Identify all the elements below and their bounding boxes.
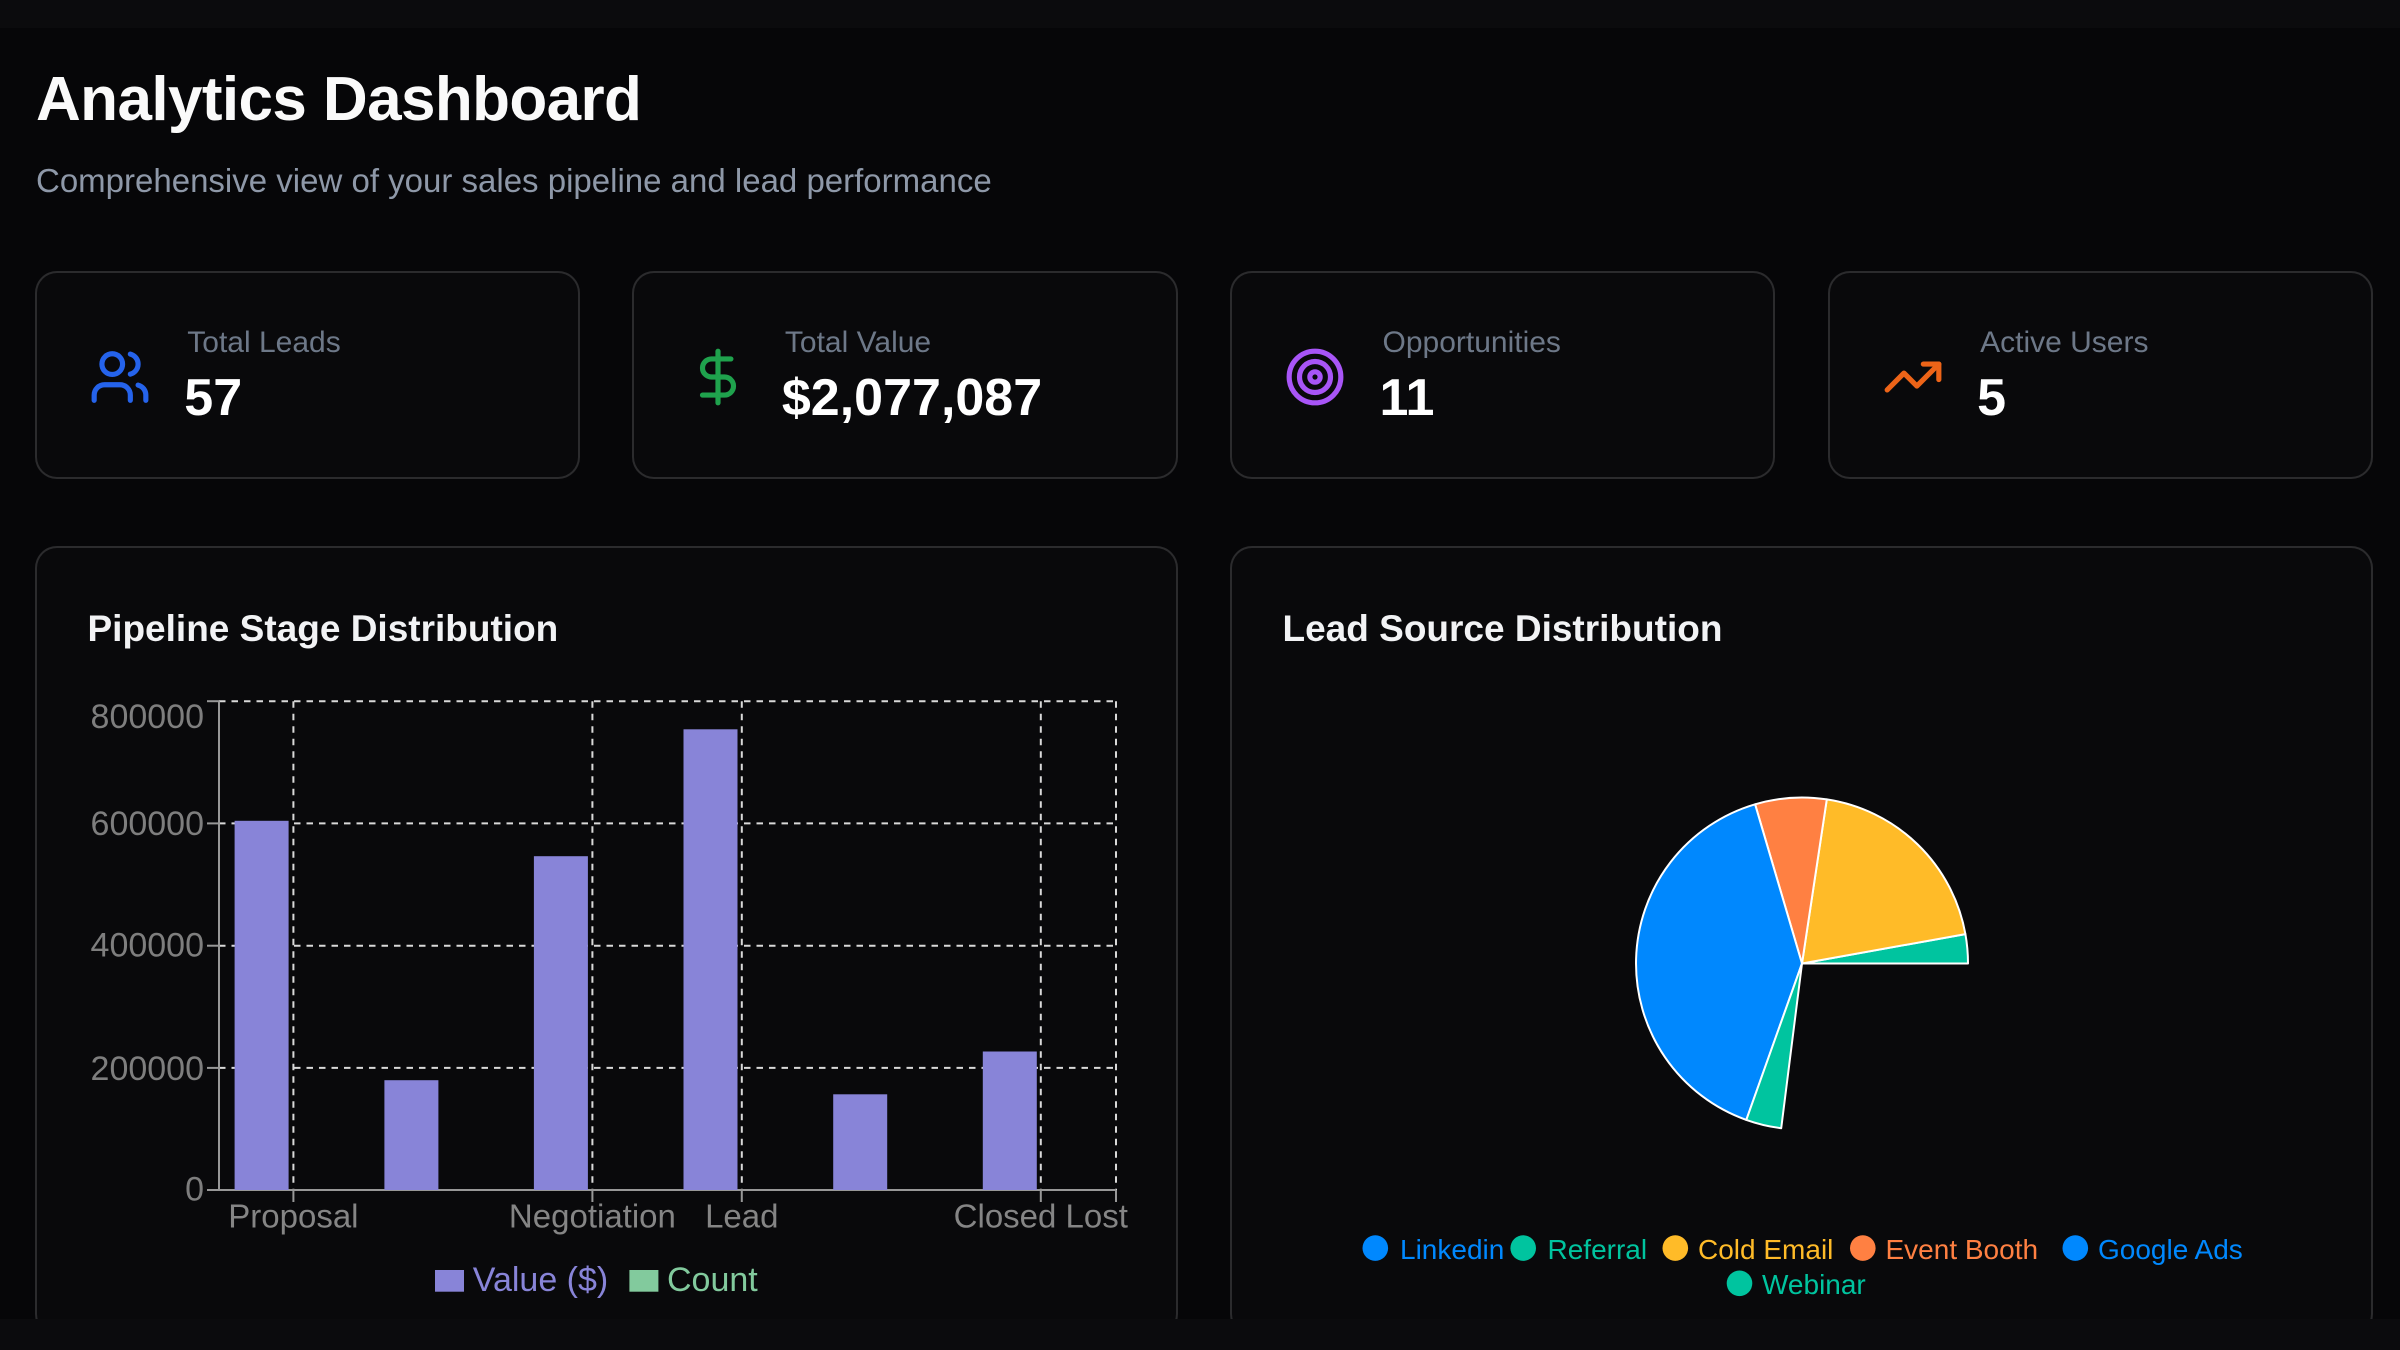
svg-text:Webinar: Webinar	[1762, 1269, 1866, 1300]
svg-text:Negotiation: Negotiation	[509, 1198, 676, 1235]
svg-text:Closed Lost: Closed Lost	[954, 1198, 1128, 1235]
svg-text:600000: 600000	[91, 805, 204, 843]
svg-text:Proposal: Proposal	[228, 1198, 358, 1235]
svg-text:Lead: Lead	[705, 1198, 778, 1235]
svg-text:200000: 200000	[91, 1050, 204, 1088]
svg-text:Count: Count	[667, 1261, 758, 1299]
svg-text:Cold Email: Cold Email	[1698, 1234, 1833, 1265]
svg-text:Referral: Referral	[1548, 1234, 1648, 1265]
svg-text:Event Booth: Event Booth	[1886, 1234, 2039, 1265]
svg-text:Google Ads: Google Ads	[2098, 1234, 2243, 1265]
svg-text:0: 0	[185, 1171, 204, 1209]
svg-text:800000: 800000	[91, 698, 204, 736]
svg-text:400000: 400000	[91, 926, 204, 964]
svg-text:Linkedin: Linkedin	[1400, 1234, 1504, 1265]
svg-text:Value ($): Value ($)	[473, 1261, 608, 1299]
